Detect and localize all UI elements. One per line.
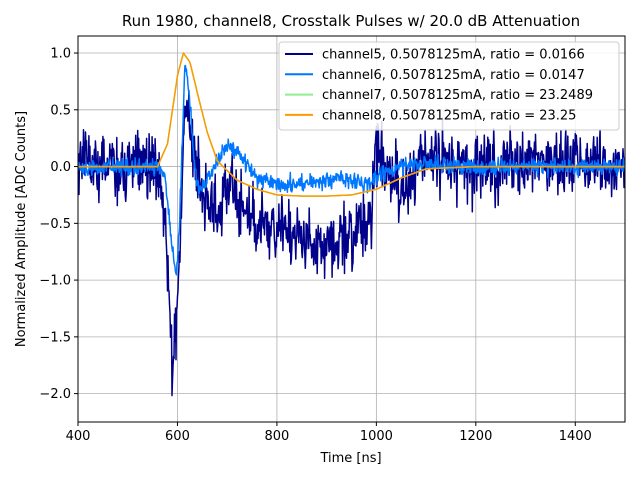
y-tick-label: 0.5 xyxy=(50,103,71,118)
series-layer xyxy=(78,52,625,397)
x-tick-label: 400 xyxy=(66,429,91,444)
y-tick-label: −0.5 xyxy=(39,217,71,232)
x-axis-label: Time [ns] xyxy=(319,451,381,466)
series-line-4 xyxy=(78,52,625,197)
x-tick-label: 600 xyxy=(165,429,190,444)
y-axis-label: Normalized Amplitude [ADC Counts] xyxy=(14,111,29,347)
plot-frame xyxy=(77,35,626,423)
legend-label-1: channel5, 0.5078125mA, ratio = 0.0166 xyxy=(322,48,585,63)
y-tick-label: 0.0 xyxy=(50,160,71,175)
legend-label-2: channel6, 0.5078125mA, ratio = 0.0147 xyxy=(322,68,585,83)
y-tick-label: −1.5 xyxy=(39,330,71,345)
x-tick-label: 1400 xyxy=(559,429,592,444)
series-line-2 xyxy=(78,64,625,276)
y-tick-label: −2.0 xyxy=(39,387,71,402)
x-tick-label: 1000 xyxy=(360,429,393,444)
legend-box xyxy=(278,41,620,131)
legend-label-4: channel8, 0.5078125mA, ratio = 23.25 xyxy=(322,108,576,123)
x-tick-label: 800 xyxy=(264,429,289,444)
chart-title: Run 1980, channel8, Crosstalk Pulses w/ … xyxy=(122,12,580,30)
legend: channel5, 0.5078125mA, ratio = 0.0166 cha… xyxy=(278,41,620,131)
series-line-1 xyxy=(78,89,625,397)
y-tick-label: 1.0 xyxy=(50,47,71,62)
x-tick-label: 1200 xyxy=(459,429,492,444)
legend-label-3: channel7, 0.5078125mA, ratio = 23.2489 xyxy=(322,88,593,103)
y-tick-label: −1.0 xyxy=(39,274,71,289)
ticks: 400 600 800 1000 1200 1400 −2.0 −1.5 −1.0 −0.5 0.0… xyxy=(39,47,591,444)
